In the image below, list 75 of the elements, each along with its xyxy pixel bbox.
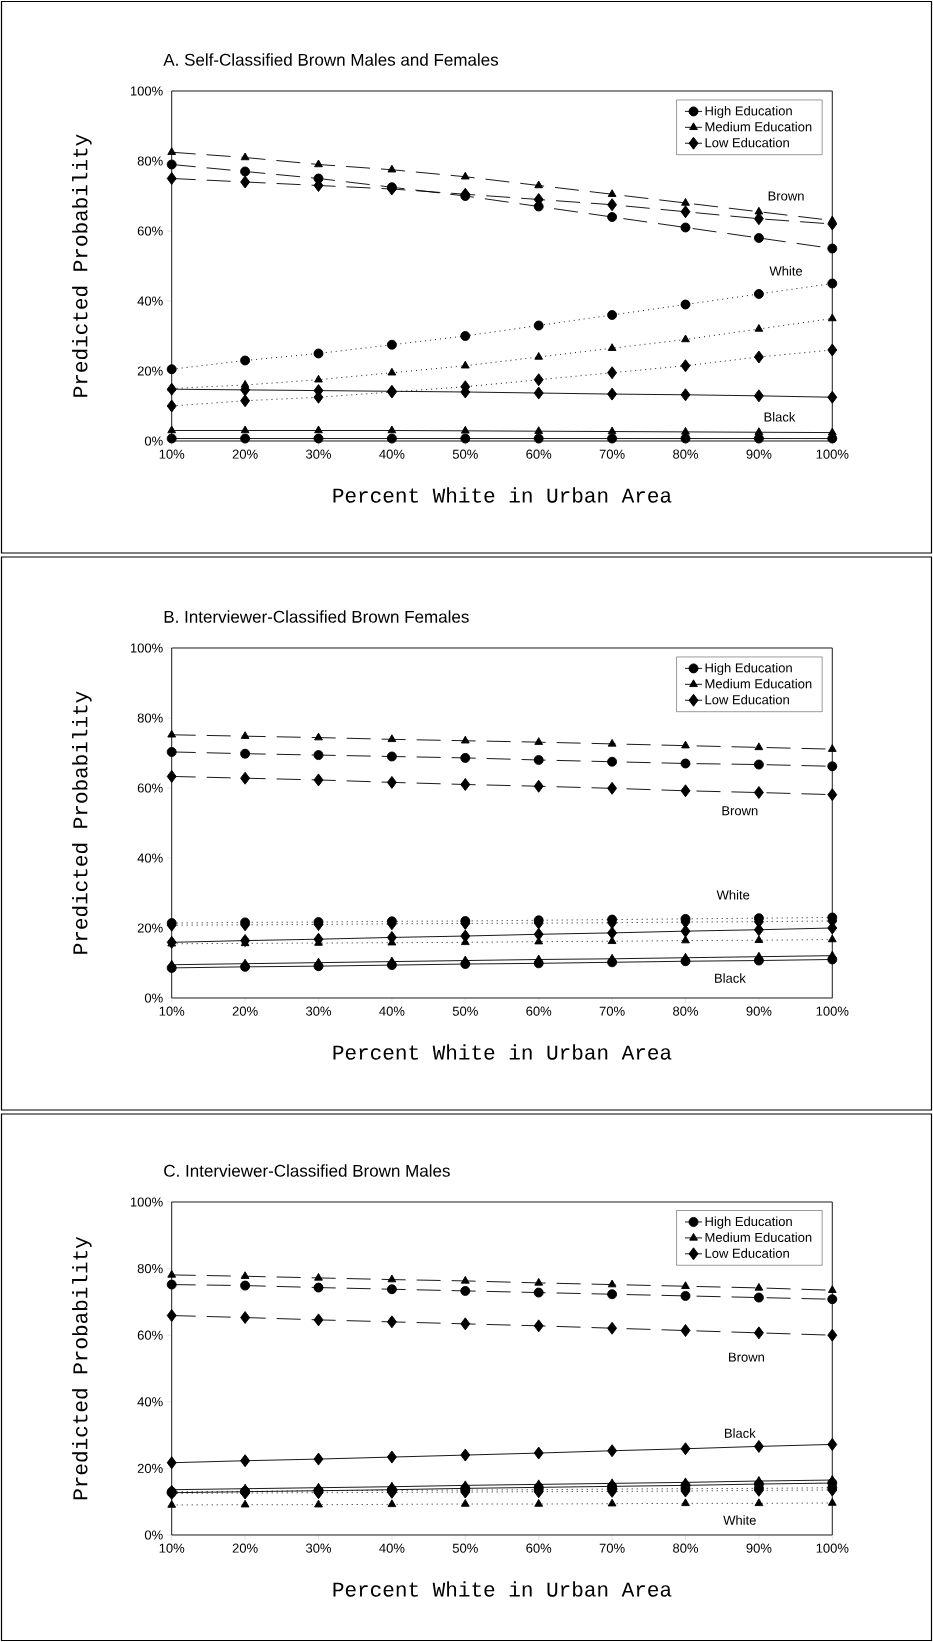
- y-tick-label: 0%: [144, 993, 163, 1003]
- x-tick-label: 70%: [599, 1006, 625, 1016]
- legend-label: Medium Education: [705, 1232, 812, 1242]
- x-tick-label: 90%: [746, 449, 772, 459]
- legend-label: Medium Education: [705, 121, 812, 132]
- x-tick-label: 50%: [452, 1543, 478, 1553]
- y-tick-label: 40%: [137, 853, 163, 863]
- annotation: Black: [715, 973, 746, 983]
- x-tick-label: 40%: [379, 1006, 405, 1016]
- legend-label: High Education: [705, 105, 792, 119]
- annotation: Brown: [722, 806, 758, 816]
- y-tick-label: 40%: [137, 296, 163, 306]
- x-tick-label: 40%: [379, 449, 405, 459]
- x-tick-label: 60%: [526, 1006, 552, 1016]
- x-tick-label: 40%: [379, 1543, 405, 1553]
- y-tick-label: 100%: [130, 643, 163, 653]
- y-tick-label: 80%: [137, 1263, 163, 1274]
- y-tick-label: 0%: [144, 436, 163, 446]
- chart-title: B. Interviewer-Classified Brown Females: [164, 610, 469, 623]
- x-tick-label: 20%: [232, 1006, 258, 1016]
- legend-label: Low Education: [705, 137, 789, 148]
- y-tick-label: 80%: [137, 156, 163, 166]
- x-tick-label: 100%: [816, 449, 849, 459]
- annotation: Brown: [729, 1352, 764, 1362]
- x-tick-label: 80%: [673, 1543, 699, 1553]
- y-tick-label: 80%: [137, 713, 163, 723]
- annotation: Black: [764, 412, 796, 422]
- y-tick-label: 20%: [137, 366, 163, 376]
- x-tick-label: 30%: [305, 449, 332, 459]
- x-tick-label: 20%: [232, 449, 258, 459]
- annotation: Black: [724, 1428, 756, 1438]
- x-tick-label: 50%: [452, 449, 478, 459]
- legend-label: High Education: [705, 662, 792, 676]
- chart-title: C. Interviewer-Classified Brown Males: [164, 1164, 450, 1177]
- y-tick-label: 100%: [130, 86, 163, 96]
- x-axis-title: Percent White in Urban Area: [333, 1581, 672, 1597]
- x-tick-label: 60%: [526, 449, 552, 459]
- x-tick-label: 60%: [526, 1543, 552, 1553]
- x-tick-label: 90%: [746, 1543, 772, 1553]
- annotation: White: [769, 266, 803, 276]
- legend-label: Medium Education: [705, 678, 812, 689]
- x-tick-label: 80%: [673, 1006, 699, 1016]
- x-tick-label: 100%: [816, 1543, 849, 1553]
- y-tick-label: 60%: [137, 1330, 163, 1340]
- annotation: White: [716, 889, 750, 900]
- legend-label: Low Education: [705, 694, 789, 705]
- x-tick-label: 70%: [599, 449, 625, 459]
- y-tick-label: 20%: [137, 1463, 163, 1473]
- y-axis-title: Predicted Probability: [72, 1236, 92, 1500]
- legend-label: High Education: [705, 1216, 792, 1229]
- y-axis-title: Predicted Probability: [72, 691, 92, 954]
- x-tick-label: 90%: [746, 1006, 772, 1016]
- x-tick-label: 70%: [599, 1543, 625, 1553]
- y-axis-title: Predicted Probability: [72, 134, 92, 397]
- y-tick-label: 60%: [137, 783, 163, 793]
- x-tick-label: 10%: [159, 1006, 185, 1016]
- x-axis-title: Percent White in Urban Area: [333, 487, 672, 503]
- chart-title: A. Self-Classified Brown Males and Females: [163, 53, 499, 66]
- annotation: White: [723, 1515, 756, 1525]
- y-tick-label: 60%: [137, 226, 163, 236]
- x-tick-label: 50%: [452, 1006, 478, 1016]
- y-tick-label: 40%: [137, 1397, 163, 1407]
- legend-label: Low Education: [705, 1248, 789, 1258]
- annotation: Brown: [768, 191, 804, 201]
- x-tick-label: 30%: [305, 1006, 332, 1016]
- x-tick-label: 100%: [816, 1006, 849, 1016]
- x-tick-label: 10%: [159, 449, 185, 459]
- y-tick-label: 20%: [137, 923, 163, 933]
- x-tick-label: 20%: [232, 1543, 258, 1553]
- x-axis-title: Percent White in Urban Area: [333, 1044, 672, 1060]
- x-tick-label: 10%: [159, 1543, 185, 1553]
- y-tick-label: 0%: [144, 1530, 163, 1540]
- y-tick-label: 100%: [130, 1197, 163, 1207]
- x-tick-label: 30%: [305, 1543, 332, 1553]
- x-tick-label: 80%: [673, 449, 699, 459]
